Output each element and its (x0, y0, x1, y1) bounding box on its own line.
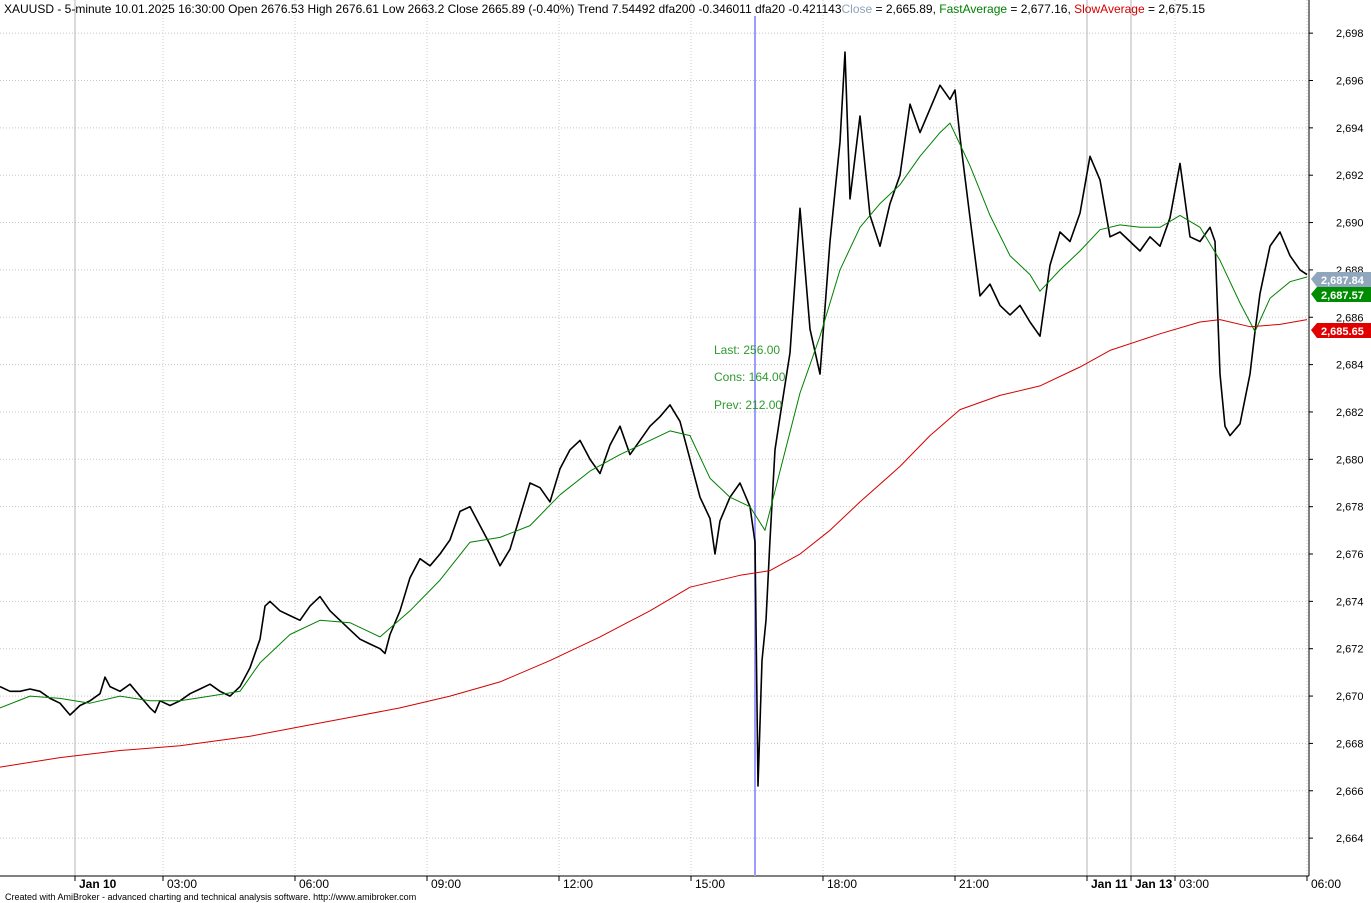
close-badge-shape (1311, 272, 1371, 287)
x-tick-label: Jan 11 (1091, 877, 1128, 891)
fast-badge-shape (1311, 287, 1371, 302)
y-tick-label: 2,678 (1336, 502, 1364, 514)
fast-legend-label: FastAverage (939, 2, 1007, 16)
y-tick-label: 2,684 (1336, 360, 1364, 372)
x-tick-label: 15:00 (695, 877, 725, 891)
fast-legend-value: = 2,677.16, (1007, 2, 1074, 16)
x-tick-label: 12:00 (563, 877, 593, 891)
x-tick-label: 18:00 (827, 877, 857, 891)
chart-header: XAUUSD - 5-minute 10.01.2025 16:30:00 Op… (4, 2, 1205, 16)
x-ticks: Jan 10 03:00 06:00 09:00 12:00 15:00 18:00 21:0… (74, 876, 1341, 891)
slowaverage-series (0, 319, 1308, 768)
y-tick-label: 2,668 (1336, 738, 1364, 750)
x-tick-label: Jan 10 (79, 877, 117, 891)
y-tick-label: 2,698 (1336, 28, 1364, 40)
x-tick-label: 21:00 (959, 877, 989, 891)
slow-value-badge: 2,685.65 (1311, 323, 1371, 338)
fastaverage-series (0, 122, 1308, 709)
y-tick-label: 2,696 (1336, 75, 1364, 87)
y-tick-label: 2,686 (1336, 312, 1364, 324)
y-tick-label: 2,670 (1336, 691, 1364, 703)
close-legend-label: Close (842, 2, 873, 16)
y-tick-label: 2,680 (1336, 454, 1364, 466)
y-tick-label: 2,694 (1336, 123, 1364, 135)
y-ticks: 2,664 2,666 2,668 2,670 2,672 2,674 2,676 2,678… (1309, 28, 1364, 845)
close-legend-value: = 2,665.89, (872, 2, 939, 16)
x-tick-label: 03:00 (167, 877, 197, 891)
close-badge-text: 2,687.84 (1321, 275, 1365, 287)
fast-value-badge: 2,687.57 (1311, 287, 1371, 302)
y-tick-label: 2,676 (1336, 549, 1364, 561)
x-tick-label: 09:00 (431, 877, 461, 891)
close-series (0, 51, 1308, 787)
symbol-info: XAUUSD - 5-minute 10.01.2025 16:30:00 Op… (4, 2, 842, 16)
close-value-badge: 2,687.84 (1311, 272, 1371, 287)
footer-credit: Created with AmiBroker - advanced charti… (5, 892, 416, 902)
y-tick-label: 2,690 (1336, 218, 1364, 230)
slow-legend-value: = 2,675.15 (1145, 2, 1206, 16)
annotation-last: Last: 256.00 (714, 343, 780, 357)
x-tick-label: 06:00 (299, 877, 329, 891)
y-tick-label: 2,664 (1336, 833, 1364, 845)
annotation-prev: Prev: 212.00 (714, 398, 782, 412)
series (0, 51, 1308, 787)
slow-badge-shape (1311, 323, 1371, 338)
x-tick-label: Jan 13 (1135, 877, 1173, 891)
y-tick-label: 2,672 (1336, 644, 1364, 656)
annotation-cons: Cons: 164.00 (714, 370, 786, 384)
y-tick-label: 2,674 (1336, 596, 1364, 608)
fast-badge-text: 2,687.57 (1321, 290, 1364, 302)
x-tick-label: 03:00 (1179, 877, 1209, 891)
y-tick-label: 2,692 (1336, 170, 1364, 182)
y-tick-label: 2,682 (1336, 407, 1364, 419)
slow-badge-text: 2,685.65 (1321, 326, 1364, 338)
slow-legend-label: SlowAverage (1074, 2, 1145, 16)
x-tick-label: 06:00 (1311, 877, 1341, 891)
y-tick-label: 2,666 (1336, 786, 1364, 798)
